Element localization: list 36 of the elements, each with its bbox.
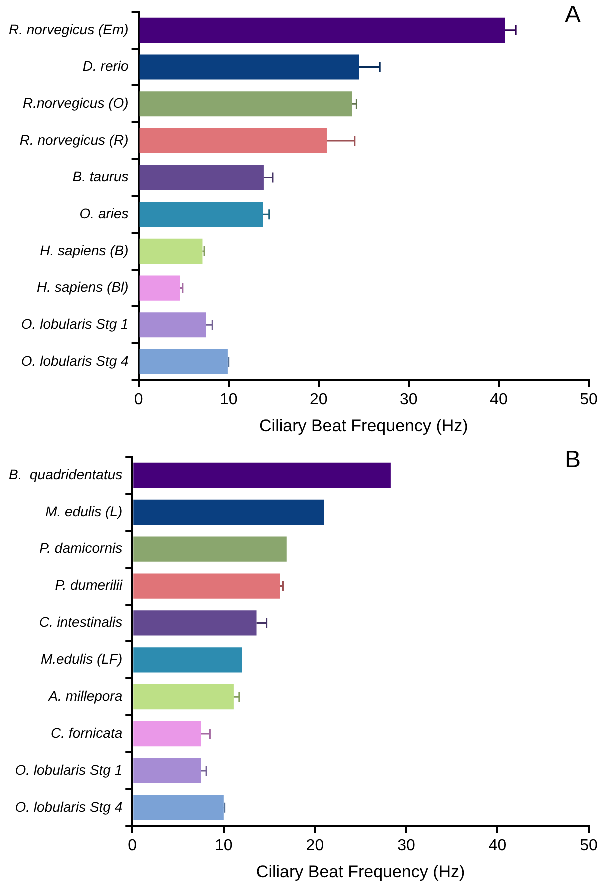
y-tick-label: H. sapiens (Bl)	[36, 279, 129, 296]
x-tick-label: 30	[398, 837, 416, 854]
x-tick-label: 20	[310, 391, 328, 408]
y-tick-label: R. norvegicus (R)	[20, 132, 129, 148]
y-tick-label: R.norvegicus (O)	[22, 94, 129, 111]
y-tick-label: D. rerio	[82, 58, 130, 74]
x-tick-label: 50	[580, 837, 598, 854]
y-tick-label: M. edulis (L)	[46, 503, 123, 520]
x-tick-label: 40	[488, 837, 507, 854]
x-axis-title: Ciliary Beat Frequency (Hz)	[260, 416, 468, 436]
x-tick-label: 50	[580, 391, 598, 408]
y-tick-label: B. quadridentatus	[8, 466, 123, 482]
y-tick-label: H. sapiens (B)	[40, 242, 129, 258]
x-axis-title: Ciliary Beat Frequency (Hz)	[256, 862, 466, 882]
y-tick-label: O. lobularis Stg 1	[21, 316, 129, 332]
y-tick-label: O. lobularis Stg 4	[21, 352, 130, 369]
annotation: B	[564, 446, 581, 474]
y-tick-label: C. fornicata	[51, 724, 123, 741]
x-tick-label: 30	[400, 391, 418, 408]
x-tick-label: 0	[128, 837, 138, 854]
annotation: A	[564, 2, 581, 29]
x-tick-label: 10	[220, 391, 238, 408]
y-tick-label: O. lobularis Stg 1	[15, 762, 123, 778]
y-tick-label: B. taurus	[72, 168, 129, 185]
y-tick-label: A. millepora	[48, 688, 123, 704]
x-tick-label: 0	[134, 391, 144, 408]
x-tick-label: 20	[306, 837, 324, 854]
x-tick-label: 40	[490, 391, 508, 408]
y-tick-label: P. damicornis	[40, 540, 123, 556]
y-tick-label: P. dumerilii	[55, 577, 124, 594]
y-tick-label: O. lobularis Stg 4	[15, 798, 123, 815]
y-tick-label: M.edulis (LF)	[40, 651, 123, 668]
y-tick-label: O. aries	[80, 206, 129, 222]
x-tick-label: 10	[215, 837, 233, 854]
y-tick-label: R. norvegicus (Em)	[8, 21, 129, 38]
y-tick-label: C. intestinalis	[39, 614, 123, 630]
